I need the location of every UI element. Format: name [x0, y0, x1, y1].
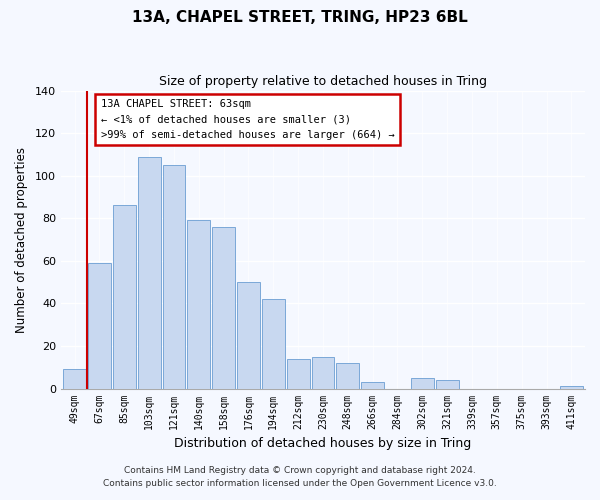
X-axis label: Distribution of detached houses by size in Tring: Distribution of detached houses by size …: [175, 437, 472, 450]
Bar: [411, 378, 434, 388]
Bar: [137, 156, 161, 388]
Bar: [311, 356, 334, 388]
Bar: [212, 227, 235, 388]
Bar: [163, 165, 185, 388]
Bar: [361, 382, 384, 388]
Bar: [88, 263, 111, 388]
Text: 13A CHAPEL STREET: 63sqm
← <1% of detached houses are smaller (3)
>99% of semi-d: 13A CHAPEL STREET: 63sqm ← <1% of detach…: [101, 99, 394, 140]
Bar: [436, 380, 458, 388]
Bar: [237, 282, 260, 389]
Text: 13A, CHAPEL STREET, TRING, HP23 6BL: 13A, CHAPEL STREET, TRING, HP23 6BL: [132, 10, 468, 25]
Bar: [262, 299, 285, 388]
Y-axis label: Number of detached properties: Number of detached properties: [15, 146, 28, 332]
Bar: [113, 206, 136, 388]
Bar: [337, 363, 359, 388]
Title: Size of property relative to detached houses in Tring: Size of property relative to detached ho…: [159, 75, 487, 88]
Bar: [63, 370, 86, 388]
Text: Contains HM Land Registry data © Crown copyright and database right 2024.
Contai: Contains HM Land Registry data © Crown c…: [103, 466, 497, 487]
Bar: [287, 359, 310, 388]
Bar: [187, 220, 210, 388]
Bar: [560, 386, 583, 388]
